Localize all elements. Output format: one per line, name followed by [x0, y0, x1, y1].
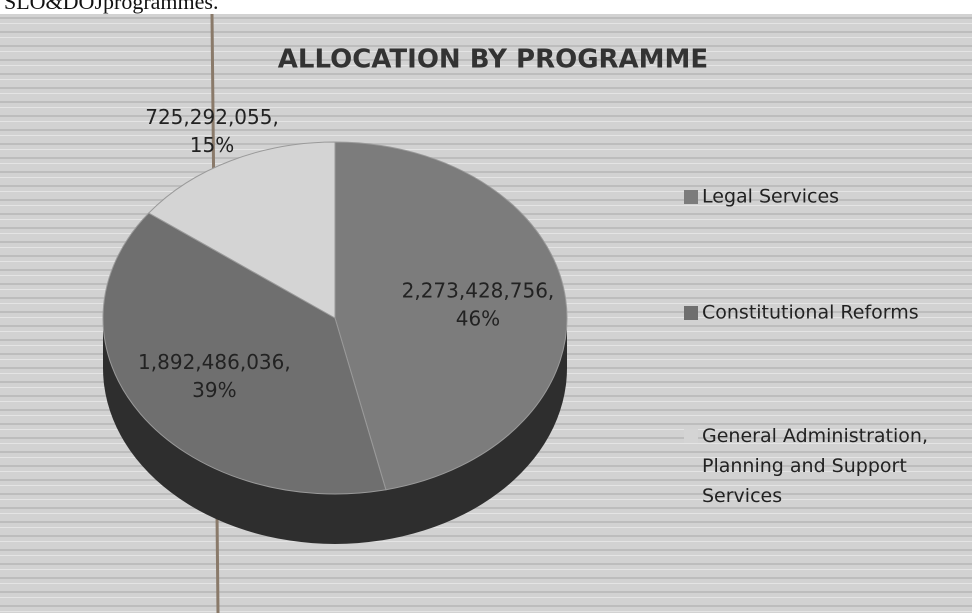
data-label-percent: 15%	[190, 133, 234, 157]
legend-label: Constitutional Reforms	[702, 302, 919, 324]
page-margin	[0, 0, 972, 14]
chart-title: ALLOCATION BY PROGRAMME	[278, 45, 708, 75]
data-label: 725,292,055,	[145, 105, 279, 129]
pie-slice	[102, 212, 387, 495]
legend-swatch	[684, 306, 698, 320]
pie-slice	[147, 141, 336, 319]
caption: SLO&DOJprogrammes.	[4, 0, 218, 14]
pie-slice	[334, 141, 568, 491]
data-label: 1,892,486,036,	[138, 350, 291, 374]
data-label-percent: 39%	[192, 378, 236, 402]
legend-line: Services	[702, 485, 782, 507]
pie	[102, 141, 568, 544]
legend-swatch	[684, 429, 698, 443]
legend-line: General Administration,	[702, 425, 928, 447]
data-label: 2,273,428,756,	[402, 278, 555, 302]
data-labels: 2,273,428,756, 46% 1,892,486,036, 39% 725,29…	[138, 105, 554, 402]
legend-swatch	[684, 190, 698, 204]
legend-label: Legal Services	[702, 186, 839, 208]
data-label-percent: 46%	[456, 306, 500, 330]
legend-line: Planning and Support	[702, 455, 907, 477]
legend-label: General Administration, Planning and Supp…	[702, 425, 928, 507]
legend: Legal Services Constitutional Reforms Gene…	[684, 186, 928, 507]
